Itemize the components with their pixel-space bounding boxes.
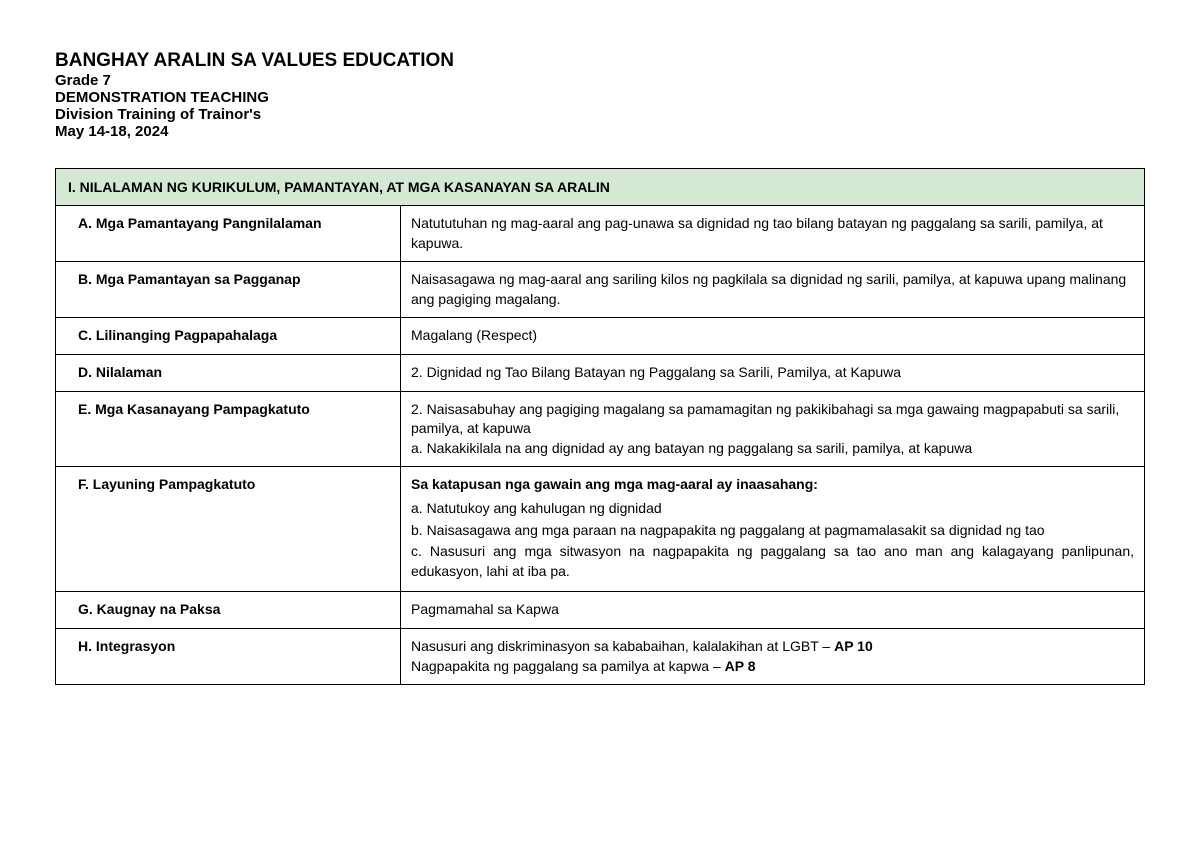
row-b-label: B. Mga Pamantayan sa Pagganap bbox=[56, 262, 401, 318]
table-row: F. Layuning Pampagkatuto Sa katapusan ng… bbox=[56, 467, 1145, 592]
table-row: E. Mga Kasanayang Pampagkatuto 2. Naisas… bbox=[56, 391, 1145, 467]
row-f-label: F. Layuning Pampagkatuto bbox=[56, 467, 401, 592]
integration-2-bold: AP 8 bbox=[725, 658, 756, 674]
row-c-content: Magalang (Respect) bbox=[401, 318, 1145, 355]
objective-c: c. Nasusuri ang mga sitwasyon na nagpapa… bbox=[411, 542, 1134, 581]
row-a-content: Natututuhan ng mag-aaral ang pag-unawa s… bbox=[401, 206, 1145, 262]
section-header-row: I. NILALAMAN NG KURIKULUM, PAMANTAYAN, A… bbox=[56, 169, 1145, 206]
table-row: D. Nilalaman 2. Dignidad ng Tao Bilang B… bbox=[56, 354, 1145, 391]
header-date: May 14-18, 2024 bbox=[55, 123, 1145, 140]
header-line-1: DEMONSTRATION TEACHING bbox=[55, 89, 1145, 106]
objectives-intro: Sa katapusan nga gawain ang mga mag-aara… bbox=[411, 475, 1134, 495]
row-g-label: G. Kaugnay na Paksa bbox=[56, 592, 401, 629]
curriculum-table: I. NILALAMAN NG KURIKULUM, PAMANTAYAN, A… bbox=[55, 168, 1145, 685]
table-row: A. Mga Pamantayang Pangnilalaman Natutut… bbox=[56, 206, 1145, 262]
row-e-content: 2. Naisasabuhay ang pagiging magalang sa… bbox=[401, 391, 1145, 467]
document-header: BANGHAY ARALIN SA VALUES EDUCATION Grade… bbox=[55, 50, 1145, 140]
objective-b: b. Naisasagawa ang mga paraan na nagpapa… bbox=[411, 521, 1134, 541]
document-title: BANGHAY ARALIN SA VALUES EDUCATION bbox=[55, 50, 1145, 72]
row-e-line1: 2. Naisasabuhay ang pagiging magalang sa… bbox=[411, 401, 1119, 437]
row-a-label: A. Mga Pamantayang Pangnilalaman bbox=[56, 206, 401, 262]
row-c-label: C. Lilinanging Pagpapahalaga bbox=[56, 318, 401, 355]
integration-1-bold: AP 10 bbox=[834, 638, 873, 654]
grade-level: Grade 7 bbox=[55, 72, 1145, 89]
row-d-content: 2. Dignidad ng Tao Bilang Batayan ng Pag… bbox=[401, 354, 1145, 391]
table-row: B. Mga Pamantayan sa Pagganap Naisasagaw… bbox=[56, 262, 1145, 318]
objective-a: a. Natutukoy ang kahulugan ng dignidad bbox=[411, 499, 1134, 519]
row-g-content: Pagmamahal sa Kapwa bbox=[401, 592, 1145, 629]
row-h-content: Nasusuri ang diskriminasyon sa kababaiha… bbox=[401, 628, 1145, 684]
row-e-line2: a. Nakakikilala na ang dignidad ay ang b… bbox=[411, 440, 972, 456]
integration-line-1: Nasusuri ang diskriminasyon sa kababaiha… bbox=[411, 637, 1134, 657]
row-b-content: Naisasagawa ng mag-aaral ang sariling ki… bbox=[401, 262, 1145, 318]
row-f-content: Sa katapusan nga gawain ang mga mag-aara… bbox=[401, 467, 1145, 592]
table-row: C. Lilinanging Pagpapahalaga Magalang (R… bbox=[56, 318, 1145, 355]
table-row: G. Kaugnay na Paksa Pagmamahal sa Kapwa bbox=[56, 592, 1145, 629]
integration-line-2: Nagpapakita ng paggalang sa pamilya at k… bbox=[411, 657, 1134, 677]
integration-2-text: Nagpapakita ng paggalang sa pamilya at k… bbox=[411, 658, 725, 674]
table-row: H. Integrasyon Nasusuri ang diskriminasy… bbox=[56, 628, 1145, 684]
integration-1-text: Nasusuri ang diskriminasyon sa kababaiha… bbox=[411, 638, 834, 654]
header-line-2: Division Training of Trainor's bbox=[55, 106, 1145, 123]
section-header: I. NILALAMAN NG KURIKULUM, PAMANTAYAN, A… bbox=[56, 169, 1145, 206]
row-e-label: E. Mga Kasanayang Pampagkatuto bbox=[56, 391, 401, 467]
row-d-label: D. Nilalaman bbox=[56, 354, 401, 391]
row-h-label: H. Integrasyon bbox=[56, 628, 401, 684]
